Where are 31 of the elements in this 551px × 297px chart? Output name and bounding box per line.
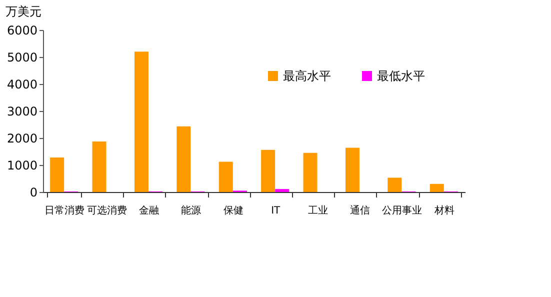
x-tick-label: 通信	[350, 204, 370, 216]
x-tick-label: 保健	[223, 206, 244, 216]
bar	[218, 162, 233, 192]
y-tick-label: 2000	[6, 132, 38, 146]
x-tick-label: 能源	[181, 204, 202, 216]
y-tick-label: 5000	[6, 50, 38, 64]
bar	[261, 150, 276, 192]
x-tick-label: 材料	[433, 204, 454, 216]
bar	[50, 157, 64, 192]
bar	[345, 148, 360, 192]
y-axis-title: 万美元	[6, 4, 42, 18]
x-tick-label: IT	[271, 206, 282, 216]
bar	[388, 178, 402, 192]
y-tick-label: 3000	[6, 104, 38, 118]
y-tick-label: 0	[30, 186, 38, 200]
y-tick-label: 1000	[6, 158, 38, 172]
bar	[430, 184, 444, 192]
bar	[176, 126, 191, 192]
x-tick-label: 工业	[308, 204, 328, 216]
bar	[134, 52, 148, 192]
bar	[303, 152, 318, 192]
x-tick-label: 日常消费	[44, 204, 85, 216]
bar	[92, 142, 106, 192]
legend-label: 最低水平	[377, 69, 425, 83]
x-tick-label: 可选消费	[86, 204, 127, 216]
x-tick-label: 金融	[139, 204, 159, 216]
y-tick-label: 6000	[6, 24, 38, 38]
x-tick-label: 公用事业	[382, 204, 422, 216]
y-tick-label: 4000	[6, 78, 38, 92]
bar	[275, 189, 290, 192]
legend-label: 最高水平	[283, 69, 331, 83]
